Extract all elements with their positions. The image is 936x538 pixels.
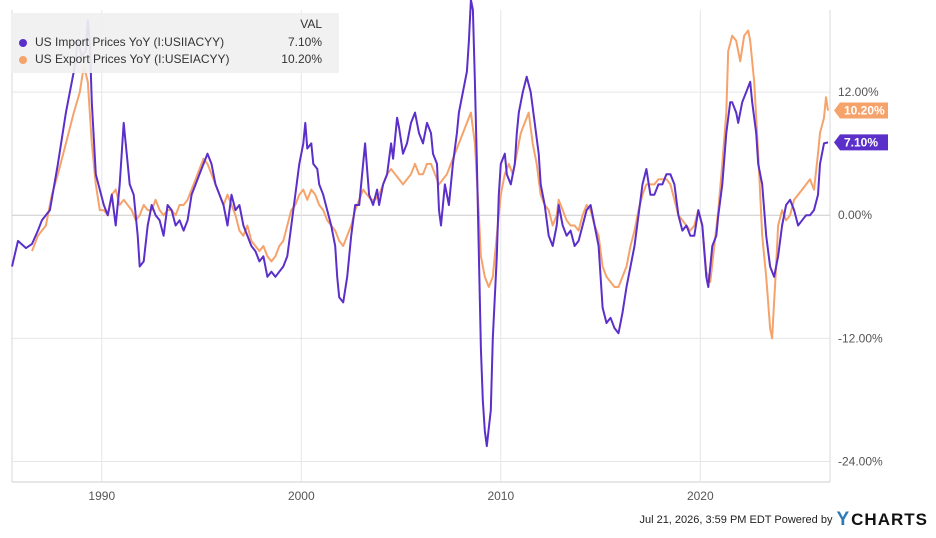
legend-import-value: 7.10%: [287, 35, 322, 49]
legend-export-value: 10.20%: [281, 52, 322, 66]
y-tick-label: -12.00%: [838, 331, 883, 345]
legend-entry-import[interactable]: US Import Prices YoY (I:USIIACYY) 7.10%: [19, 35, 322, 51]
legend: VAL US Import Prices YoY (I:USIIACYY) 7.…: [11, 13, 339, 73]
x-tick-label: 1990: [88, 489, 115, 503]
ycharts-logo[interactable]: Y CHARTS: [836, 509, 928, 531]
import-last-value-tag: [834, 134, 888, 151]
ycharts-logo-y: Y: [836, 509, 851, 530]
import-series-line: [11, 0, 829, 448]
ycharts-logo-text: CHARTS: [851, 510, 928, 529]
legend-header: VAL: [300, 17, 322, 31]
x-tick-label: 2000: [288, 489, 315, 503]
y-tick-label: 0.00%: [838, 208, 872, 222]
export-last-value-label: 10.20%: [844, 104, 885, 118]
export-last-value-tag: [834, 102, 888, 119]
x-tick-label: 2020: [687, 489, 714, 503]
legend-entry-export[interactable]: US Export Prices YoY (I:USEIACYY) 10.20%: [19, 52, 322, 68]
legend-export-name: US Export Prices YoY (I:USEIACYY): [35, 52, 230, 66]
y-tick-label: -24.00%: [838, 454, 883, 468]
footer-timestamp: Jul 21, 2026, 3:59 PM EDT Powered by: [639, 514, 833, 526]
export-series-line: [31, 29, 829, 340]
import-last-value-label: 7.10%: [844, 135, 878, 149]
y-tick-label: 12.00%: [838, 85, 879, 99]
import-series-dot-icon: [19, 39, 27, 47]
x-tick-label: 2010: [487, 489, 514, 503]
export-series-dot-icon: [19, 56, 27, 64]
footer: Jul 21, 2026, 3:59 PM EDT Powered by Y C…: [639, 509, 928, 531]
legend-import-name: US Import Prices YoY (I:USIIACYY): [35, 35, 225, 49]
